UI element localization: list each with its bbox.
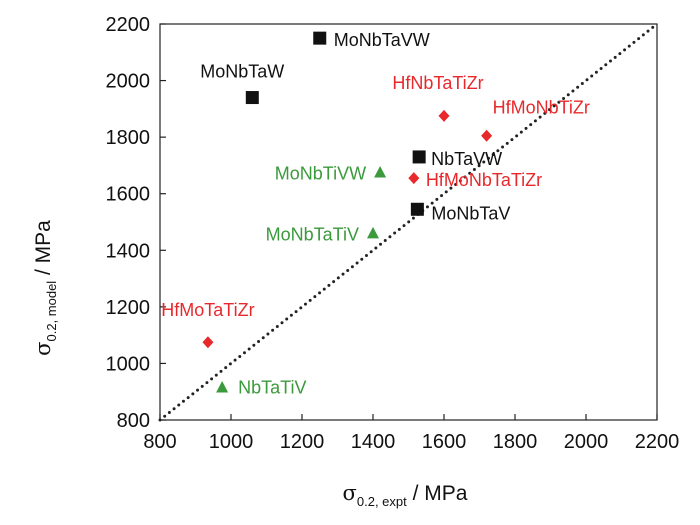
y-tick-label: 1000: [106, 353, 151, 375]
diamond-marker: [202, 336, 214, 349]
point-label: MoNbTaTiV: [266, 224, 359, 244]
axis-layer: 800 1000 1200 1400 1600 1800 2000 2200 800 1000 12…: [106, 14, 680, 453]
x-tick-label: 800: [143, 431, 176, 453]
x-axis-unit: / MPa: [407, 482, 468, 505]
parity-reference-line: [158, 22, 659, 422]
plot-frame: [159, 23, 658, 421]
x-tick-label: 1800: [493, 431, 538, 453]
square-marker: [245, 91, 259, 105]
diamond-marker: [481, 129, 493, 142]
y-axis-subscript: 0.2, model: [44, 281, 59, 342]
x-tick-label: 1400: [351, 431, 396, 453]
square-marker: [313, 31, 327, 45]
triangle-marker: [216, 380, 229, 393]
x-tick-label: 1600: [422, 431, 467, 453]
triangle-marker: [367, 226, 379, 239]
y-axis-symbol: σ: [31, 342, 55, 356]
y-tick-label: 800: [117, 410, 150, 432]
x-tick-label: 1000: [209, 431, 254, 453]
y-tick-label: 1200: [106, 297, 151, 319]
point-label: MoNbTaV: [431, 203, 510, 223]
point-label-layer: MoNbTaVW MoNbTaW NbTaVW MoNbTaV HfNbTaTiZr Hf…: [161, 30, 590, 397]
marker-layer: [202, 31, 493, 393]
point-label: NbTaVW: [431, 149, 502, 169]
square-marker: [410, 202, 424, 216]
square-marker: [412, 150, 426, 164]
y-tick-label: 1800: [106, 127, 151, 149]
y-tick-label: 1600: [106, 184, 151, 206]
diamond-marker: [408, 172, 420, 185]
point-label: HfMoTaTiZr: [161, 300, 254, 320]
y-axis-unit: / MPa: [32, 220, 55, 281]
y-tick-label: 1400: [106, 240, 151, 262]
reference-line-layer: [158, 22, 659, 422]
y-tick-label: 2200: [106, 14, 151, 36]
point-label: MoNbTaW: [200, 62, 284, 82]
x-axis-title: σ0.2, expt / MPa: [343, 481, 468, 509]
point-label: NbTaTiV: [238, 377, 306, 397]
plot-area: [159, 23, 658, 421]
x-axis-symbol: σ: [343, 481, 357, 505]
point-label: MoNbTaVW: [334, 30, 430, 50]
diamond-marker: [438, 109, 450, 122]
x-tick-label: 2000: [564, 431, 609, 453]
x-tick-label: 1200: [280, 431, 325, 453]
point-label: HfMoNbTiZr: [493, 98, 590, 118]
point-label: HfMoNbTaTiZr: [426, 170, 542, 190]
y-axis-title: σ0.2, model / MPa: [31, 220, 59, 356]
x-axis-subscript: 0.2, expt: [357, 494, 407, 509]
triangle-marker: [374, 166, 387, 178]
y-tick-label: 2000: [106, 71, 151, 93]
x-tick-label: 2200: [635, 431, 680, 453]
point-label: HfNbTaTiZr: [392, 73, 483, 93]
point-label: MoNbTiVW: [275, 164, 366, 184]
